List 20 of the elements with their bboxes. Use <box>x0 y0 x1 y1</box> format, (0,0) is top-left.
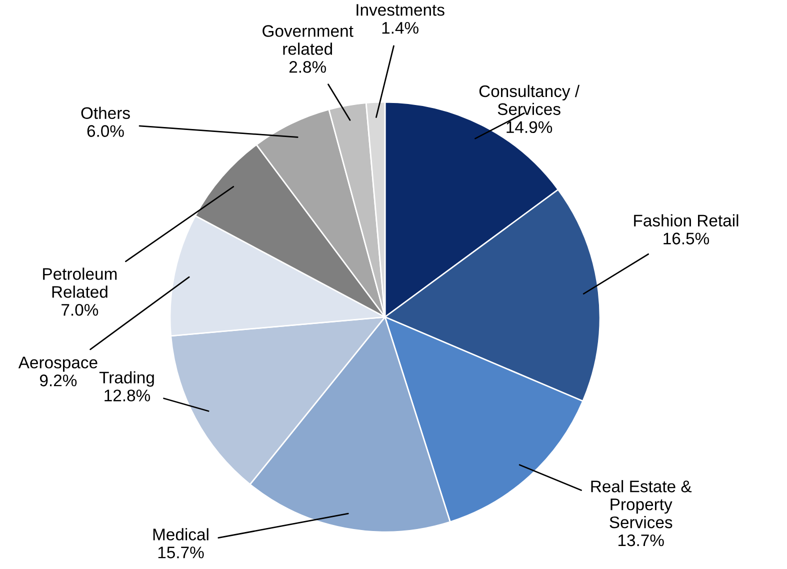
data-label: 7.0% <box>62 304 98 316</box>
slice-label: Investments <box>356 4 444 16</box>
slice-label: Fashion Retail <box>634 214 738 226</box>
data-label: 14.9% <box>506 121 552 134</box>
slice-label: Government related <box>262 25 354 55</box>
slice-label: Medical <box>153 528 208 540</box>
data-label: 12.8% <box>104 390 150 402</box>
slice-label: Trading <box>99 371 154 387</box>
slice-label: Others <box>81 106 130 119</box>
data-label: 13.7% <box>618 534 664 546</box>
data-label: 1.4% <box>382 22 418 34</box>
slice-label: Petroleum Related <box>43 268 117 298</box>
slice-label: Aerospace <box>18 356 98 372</box>
data-label: 15.7% <box>158 546 204 558</box>
data-label: 9.2% <box>40 374 77 386</box>
data-label: 2.8% <box>289 61 326 73</box>
slice-label: Real Estate & Property Services <box>591 480 692 528</box>
data-label: 6.0% <box>87 125 124 137</box>
data-label: 16.5% <box>664 232 710 244</box>
slice-label: Consultancy / Services <box>479 84 580 116</box>
